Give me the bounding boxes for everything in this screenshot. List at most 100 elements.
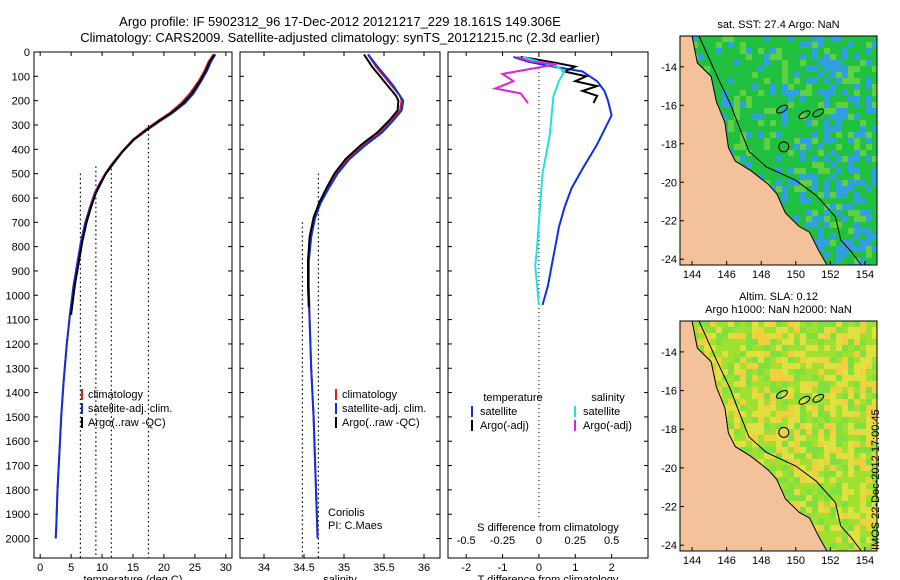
depth-tick-label: 1900 <box>6 509 30 521</box>
x-tick-label: 30 <box>220 562 232 574</box>
figure-title-line-2: Climatology: CARS2009. Satellite-adjuste… <box>80 30 600 45</box>
map-y-tick-label: -20 <box>661 463 677 475</box>
depth-tick-label: 1200 <box>6 339 30 351</box>
x-tick-label: 15 <box>127 562 139 574</box>
map-y-tick-label: -14 <box>661 62 677 74</box>
depth-tick-label: 1600 <box>6 436 30 448</box>
s-tick-label: 0.25 <box>565 535 586 547</box>
x-axis-label: salinity <box>323 574 357 580</box>
annotation-text: PI: C.Maes <box>328 520 383 532</box>
series-line-satellite <box>513 55 613 306</box>
depth-tick-label: 1000 <box>6 290 30 302</box>
legend-label: Argo(-adj) <box>583 420 632 432</box>
map-x-tick-label: 154 <box>856 555 874 567</box>
argo-location-marker <box>778 141 790 153</box>
map-x-tick-label: 150 <box>787 269 805 281</box>
series-line-satellite <box>54 53 217 539</box>
reef-outline <box>798 110 811 120</box>
x-tick-label: 34 <box>258 562 270 574</box>
x-axis-label: T difference from climatology <box>478 574 619 580</box>
legend-label: climatology <box>88 389 144 401</box>
map-y-tick-label: -22 <box>661 216 677 228</box>
legend-label: Argo(..raw -QC) <box>88 417 166 429</box>
x-tick-label: 2 <box>609 562 615 574</box>
map-y-tick-label: -24 <box>661 540 677 552</box>
s-tick-label: -0.25 <box>490 535 515 547</box>
depth-tick-label: 2000 <box>6 534 30 546</box>
map-sst: sat. SST: 27.4 Argo: NaN 144 146 148 150 152 1… <box>661 19 878 281</box>
map-y-tick-label: -16 <box>661 100 677 112</box>
annotation-text: Coriolis <box>328 507 365 519</box>
map-title: Argo h1000: NaN h2000: NaN <box>705 304 852 316</box>
depth-tick-label: 400 <box>12 144 30 156</box>
map-x-tick-label: 146 <box>717 555 735 567</box>
salinity-frame <box>239 51 441 559</box>
depth-tick-label: 600 <box>12 193 30 205</box>
x-tick-label: 36 <box>418 562 430 574</box>
s-tick-label: 0.5 <box>604 535 619 547</box>
reef-outline <box>812 393 825 403</box>
map-y-tick-label: -14 <box>661 347 677 359</box>
depth-tick-label: 0 <box>24 47 30 59</box>
depth-tick-label: 1300 <box>6 363 30 375</box>
map-x-tick-label: 154 <box>856 269 874 281</box>
map-y-tick-label: -22 <box>661 502 677 514</box>
map-y-tick-label: -24 <box>661 254 677 266</box>
depth-tick-label: 1500 <box>6 412 30 424</box>
legend-label: satellite <box>480 406 517 418</box>
series-line-argo <box>307 53 400 308</box>
map-field <box>680 36 877 265</box>
depth-tick-label: 1700 <box>6 461 30 473</box>
series-line-s_sat <box>522 55 566 306</box>
legend-label: satellite <box>583 406 620 418</box>
temperature-panel: 0100200300400500600700800900100011001200… <box>6 47 233 580</box>
depth-contour <box>698 321 862 551</box>
legend-label: satellite-adj. clim. <box>88 403 172 415</box>
series-line-satellite <box>307 53 405 539</box>
series-line-argo <box>520 55 601 104</box>
depth-tick-label: 500 <box>12 169 30 181</box>
x-tick-label: 0 <box>536 562 542 574</box>
depth-tick-label: 1400 <box>6 388 30 400</box>
map-title: Altim. SLA: 0.12 <box>739 291 818 303</box>
s-tick-label: 0 <box>536 535 542 547</box>
x-tick-label: 5 <box>68 562 74 574</box>
legend-header: temperature <box>483 392 542 404</box>
series-line-argo <box>70 53 216 315</box>
difference-panel: -2 -1 0 1 2T difference from climatology -0.5… <box>447 51 649 580</box>
land-mass <box>680 36 828 265</box>
legend-label: climatology <box>342 389 398 401</box>
map-x-tick-label: 152 <box>821 555 839 567</box>
x-tick-label: 35 <box>338 562 350 574</box>
series-line-climatology <box>54 53 215 539</box>
map-title: sat. SST: 27.4 Argo: NaN <box>717 19 839 31</box>
imos-credit: IMOS 22-Dec-2012 17:00:45 <box>870 409 882 550</box>
x-tick-label: 34.5 <box>293 562 314 574</box>
map-x-tick-label: 150 <box>787 555 805 567</box>
figure-title-line-1: Argo profile: IF 5902312_96 17-Dec-2012 … <box>119 14 561 29</box>
map-x-tick-label: 148 <box>752 269 770 281</box>
depth-tick-label: 700 <box>12 217 30 229</box>
x-tick-label: 0 <box>37 562 43 574</box>
depth-tick-label: 200 <box>12 96 30 108</box>
land-mass <box>680 321 828 551</box>
depth-tick-label: 300 <box>12 120 30 132</box>
series-line-s_argo <box>491 55 558 104</box>
map-x-tick-label: 144 <box>683 269 701 281</box>
x-tick-label: 10 <box>96 562 108 574</box>
x-tick-label: 35.5 <box>373 562 394 574</box>
s-tick-label: -0.5 <box>457 535 476 547</box>
legend-label: satellite-adj. clim. <box>342 403 426 415</box>
x-tick-label: -2 <box>461 562 471 574</box>
depth-tick-label: 100 <box>12 71 30 83</box>
argo-location-marker <box>778 426 790 438</box>
depth-tick-label: 900 <box>12 266 30 278</box>
map-frame <box>679 320 878 552</box>
depth-tick-label: 1800 <box>6 485 30 497</box>
depth-tick-label: 1100 <box>6 315 30 327</box>
reef-outline <box>776 104 788 114</box>
map-x-tick-label: 146 <box>717 269 735 281</box>
